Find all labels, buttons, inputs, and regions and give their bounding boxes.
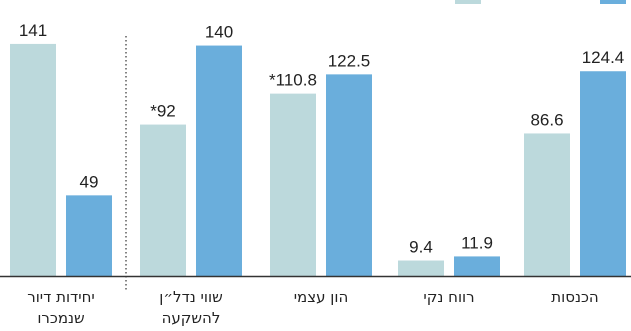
- category-label: הון עצמי: [294, 288, 349, 306]
- data-label: 49: [80, 172, 99, 191]
- bar-3-series-1: [270, 93, 316, 276]
- bar-4-series-2: [196, 45, 242, 277]
- bar-4-series-1: [140, 124, 186, 277]
- bar-1-series-2: [580, 71, 626, 276]
- bar-1-series-1: [524, 133, 570, 276]
- bar-5-series-1: [10, 43, 56, 276]
- data-label: 141: [19, 21, 47, 40]
- data-label: *110.8: [269, 71, 317, 90]
- data-label: 124.4: [582, 48, 625, 67]
- data-label: 86.6: [530, 110, 563, 129]
- data-label: 11.9: [461, 233, 493, 252]
- data-label: 122.5: [328, 51, 371, 70]
- category-label: שווי נדל״ן: [159, 288, 222, 306]
- category-label: הכנסות: [551, 288, 598, 306]
- bar-2-series-2: [454, 256, 500, 276]
- category-label: להשקעה: [162, 309, 221, 327]
- data-label: *92: [150, 102, 176, 121]
- legend-swatch-2: [600, 0, 626, 4]
- bar-2-series-1: [398, 260, 444, 276]
- data-label: 9.4: [409, 238, 433, 257]
- data-label: 140: [205, 23, 233, 42]
- category-label: יחידות דיור: [27, 288, 95, 306]
- legend-swatch-1: [455, 0, 481, 4]
- category-label: רווח נקי: [423, 288, 474, 306]
- bar-5-series-2: [66, 195, 112, 276]
- category-label: שנמכרו: [37, 309, 84, 327]
- bar-3-series-2: [326, 74, 372, 277]
